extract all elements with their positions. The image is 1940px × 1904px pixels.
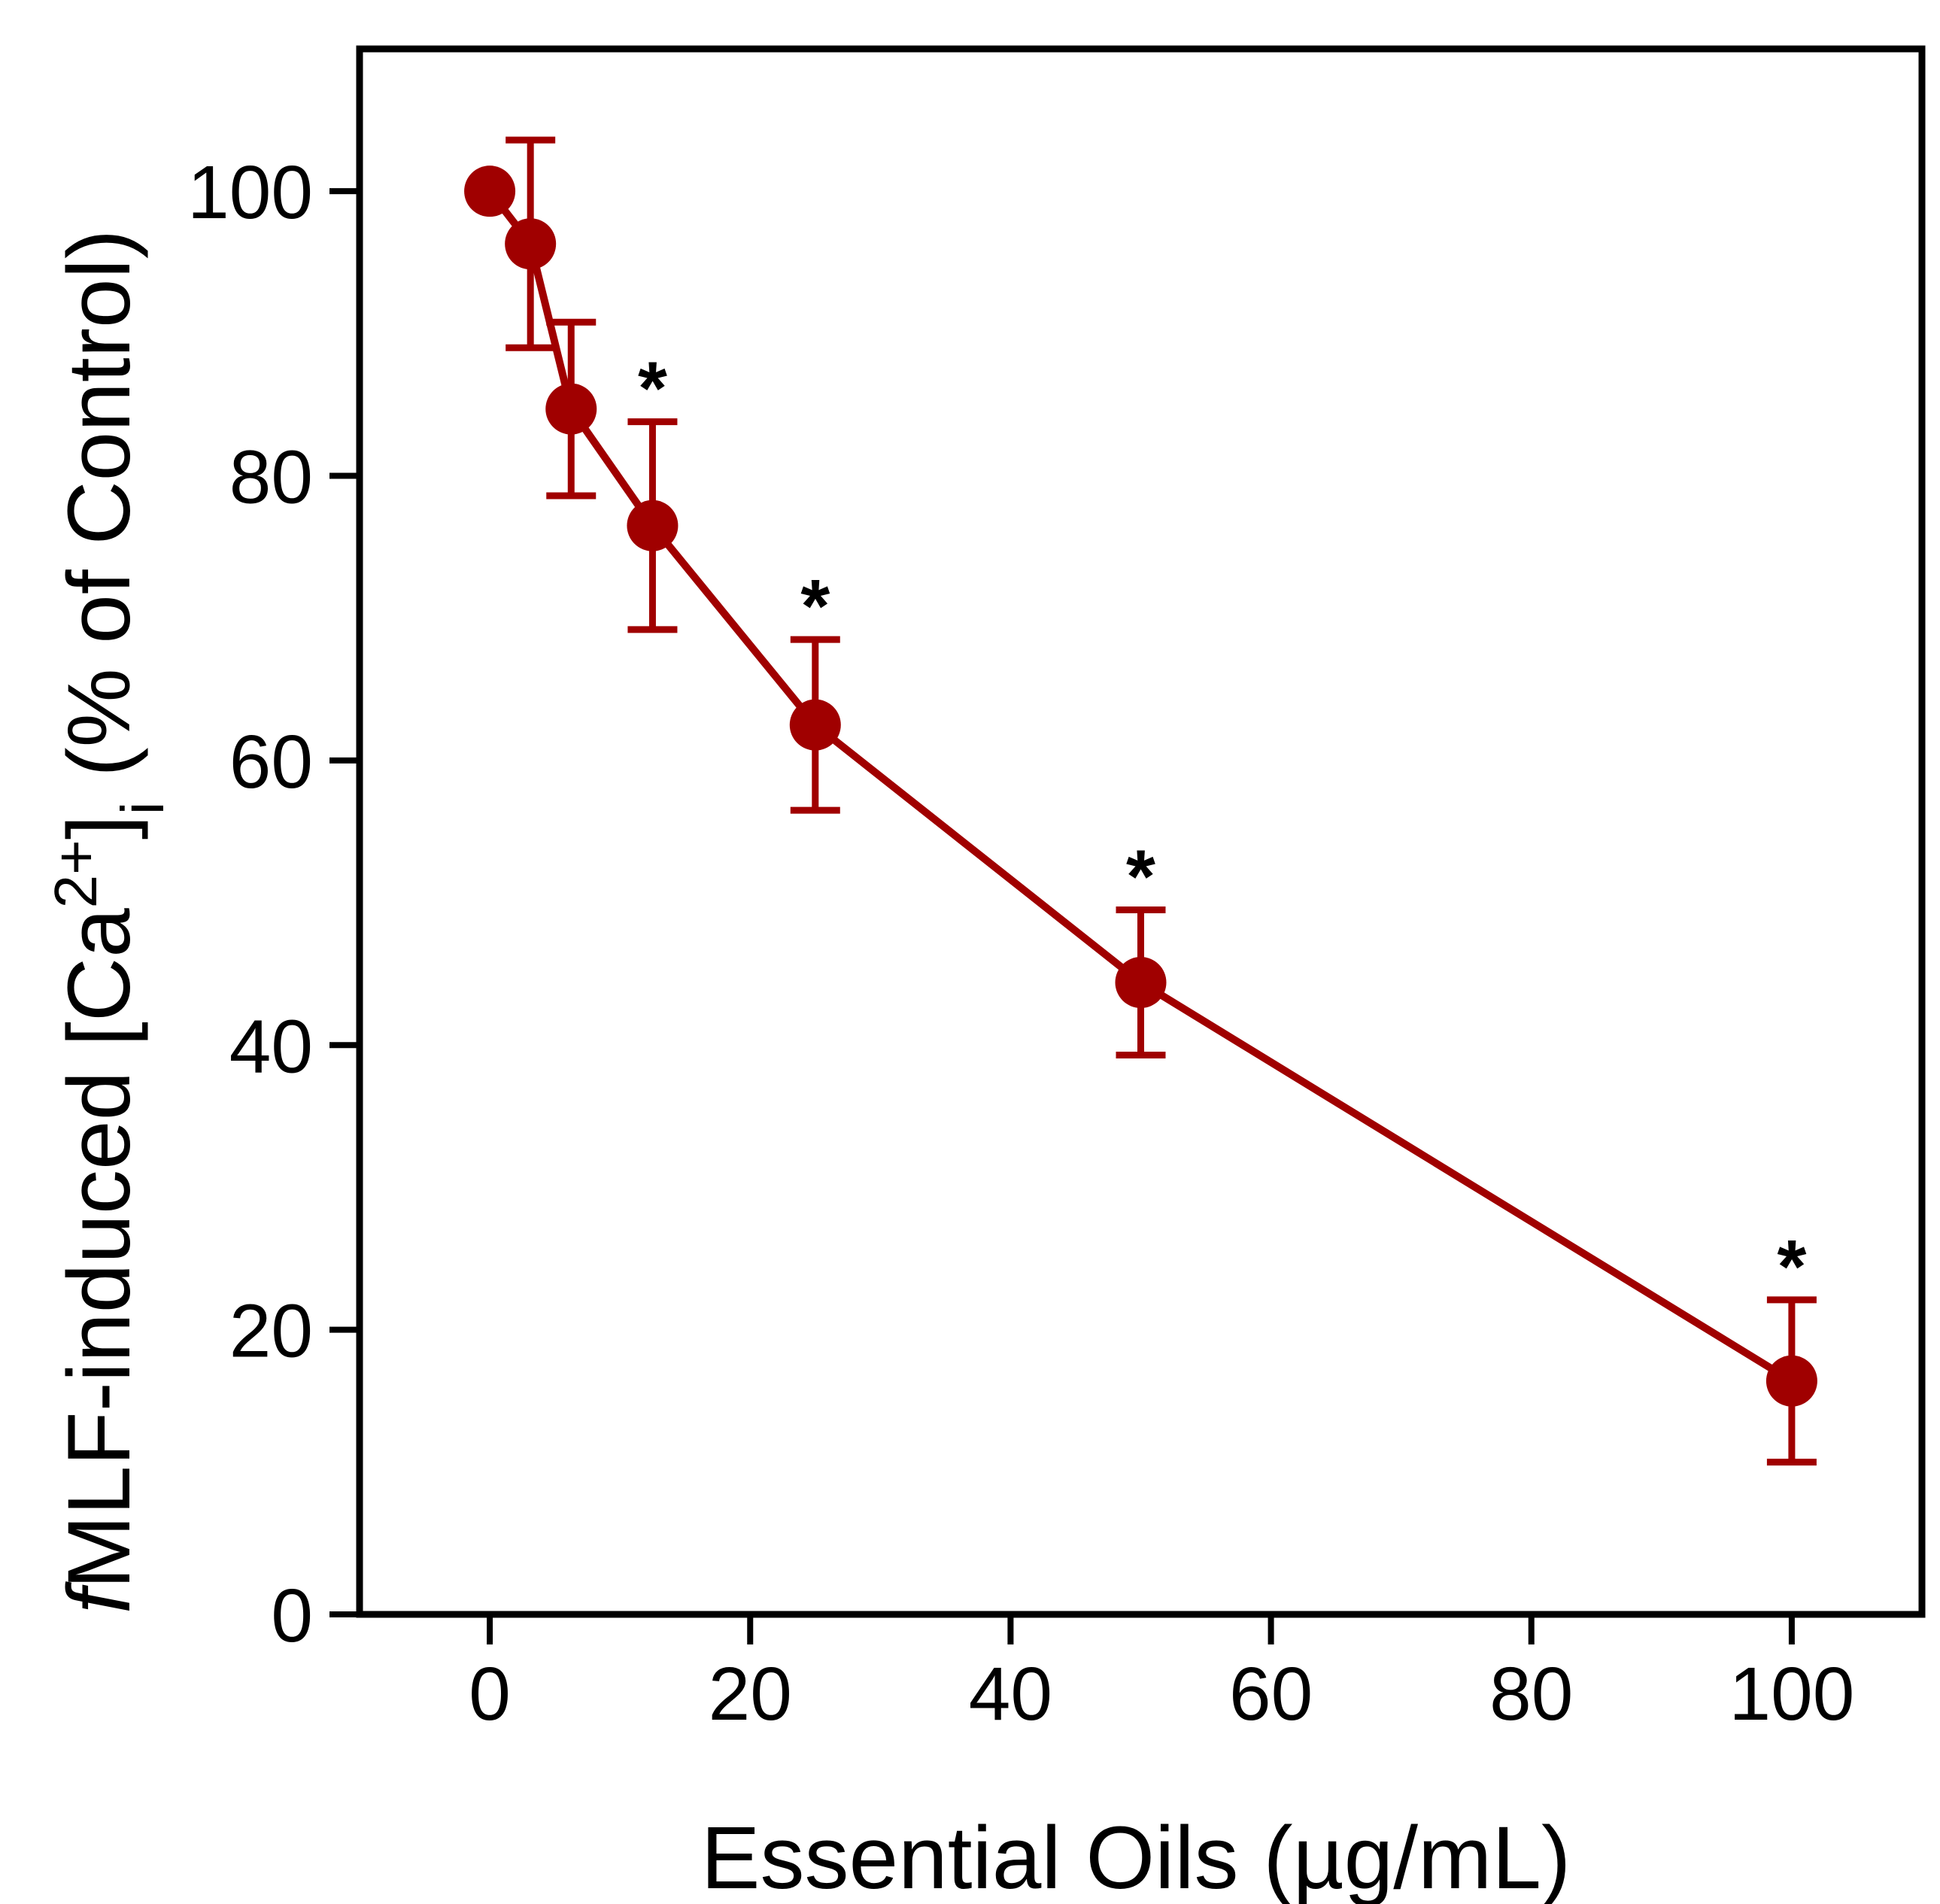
y-axis-title-suffix: (% of Control): [50, 229, 149, 802]
data-point: [789, 699, 841, 751]
significance-marker: *: [800, 564, 830, 648]
x-tick-label: 100: [1729, 1652, 1854, 1736]
x-tick-label: 60: [1229, 1652, 1313, 1736]
y-tick-label: 0: [271, 1574, 313, 1658]
significance-marker: *: [638, 347, 667, 431]
y-tick-label: 80: [229, 436, 313, 520]
significance-marker: *: [1777, 1225, 1806, 1309]
y-tick-label: 100: [187, 150, 313, 235]
y-axis-title-main: MLF-induced [Ca: [50, 908, 149, 1589]
data-point: [505, 218, 557, 270]
x-tick-label: 40: [969, 1652, 1052, 1736]
x-tick-label: 20: [709, 1652, 792, 1736]
x-tick-label: 80: [1489, 1652, 1573, 1736]
x-axis-title: Essential Oils (µg/mL): [701, 1808, 1571, 1904]
significance-marker: *: [1126, 835, 1155, 919]
data-point: [1115, 957, 1167, 1009]
series-line: [487, 189, 1794, 1385]
plot-frame: [356, 45, 1926, 1618]
data-series: * * * *: [464, 136, 1817, 1466]
y-axis-title: fMLF-induced [Ca2+]i (% of Control): [42, 229, 176, 1614]
y-tick-label: 40: [229, 1004, 313, 1089]
data-point: [545, 383, 597, 435]
y-tick-label: 20: [229, 1289, 313, 1374]
axis-ticks: 0 20 40 60 80 100 0 20 40 60 80 100: [187, 150, 1854, 1736]
x-tick-label: 0: [469, 1652, 511, 1736]
y-axis-title-subscript: i: [109, 802, 176, 815]
y-tick-label: 60: [229, 720, 313, 804]
data-point: [464, 165, 516, 217]
data-point: [1765, 1355, 1817, 1407]
data-point: [627, 500, 679, 551]
y-axis-title-superscript: 2+: [42, 840, 109, 908]
y-axis-title-bracket: ]: [50, 815, 149, 840]
plot-area: [356, 45, 1926, 1618]
